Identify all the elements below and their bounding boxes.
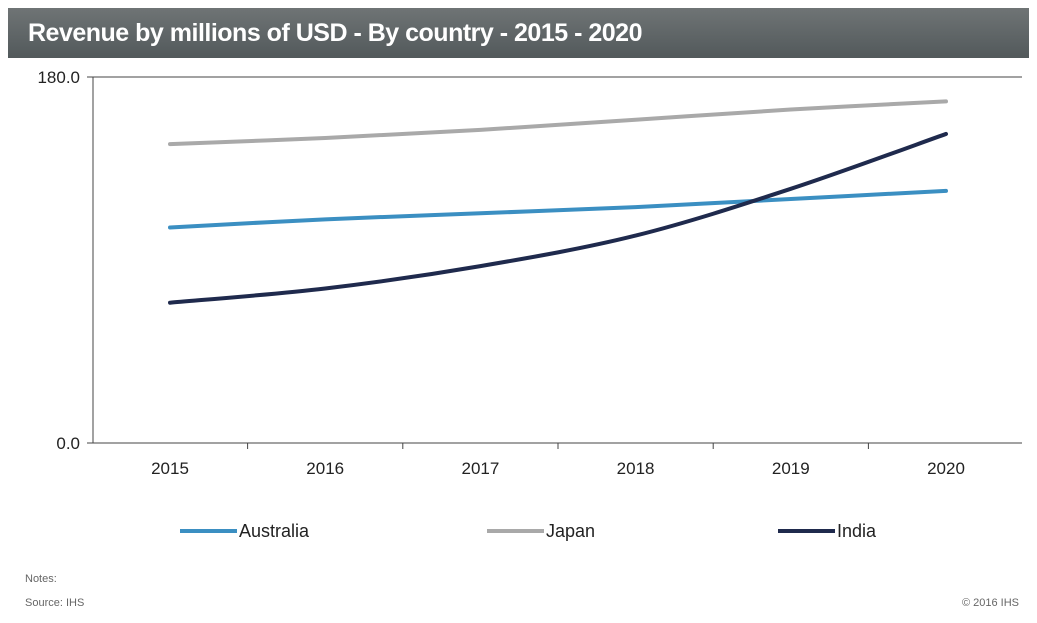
x-tick-label: 2016 — [306, 459, 344, 478]
chart-title-bar: Revenue by millions of USD - By country … — [8, 8, 1029, 58]
series-lines — [168, 99, 948, 305]
series-line-japan — [168, 99, 948, 147]
x-tick-label: 2019 — [772, 459, 810, 478]
chart-title: Revenue by millions of USD - By country … — [28, 18, 642, 47]
legend-label-australia: Australia — [239, 521, 310, 541]
notes-label: Notes: — [25, 573, 57, 585]
axes — [87, 76, 1022, 444]
x-tick-label: 2015 — [151, 459, 189, 478]
legend-label-japan: Japan — [546, 521, 595, 541]
series-line-australia — [168, 188, 948, 230]
source-label: Source: IHS — [25, 597, 85, 609]
x-tick-label: 2020 — [927, 459, 965, 478]
y-tick-label: 0.0 — [56, 434, 80, 453]
x-tick-label: 2017 — [461, 459, 499, 478]
series-line-india — [168, 131, 948, 305]
legend: Australia Japan India — [180, 521, 877, 541]
copyright-label: © 2016 IHS — [961, 597, 1019, 609]
legend-label-india: India — [837, 521, 877, 541]
y-tick-label: 180.0 — [37, 68, 80, 87]
x-tick-label: 2018 — [617, 459, 655, 478]
ticks: 2015 2016 2017 2018 2019 2020 180.0 0.0 — [37, 68, 964, 478]
